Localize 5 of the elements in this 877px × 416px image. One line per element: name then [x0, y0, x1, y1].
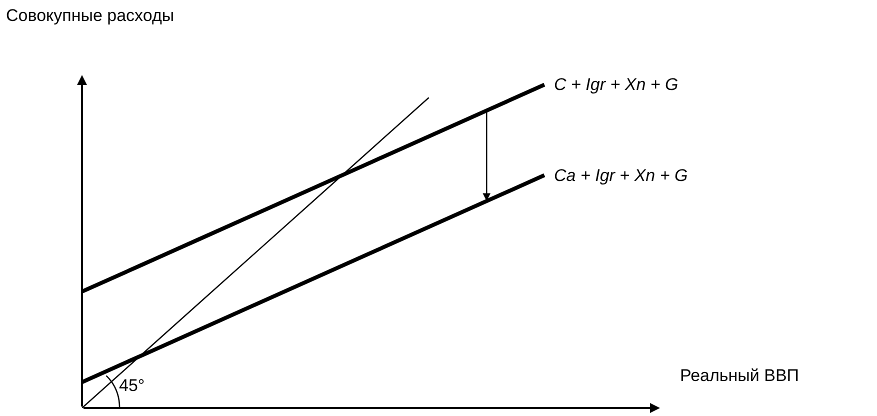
text: Реальный ВВП	[680, 366, 799, 385]
y-axis-title: Совокупные расходы	[6, 6, 174, 25]
annotation: 45°	[119, 376, 145, 395]
series-label: Ca + Igr + Xn + G	[554, 166, 688, 185]
series-label: C + Igr + Xn + G	[554, 75, 678, 94]
